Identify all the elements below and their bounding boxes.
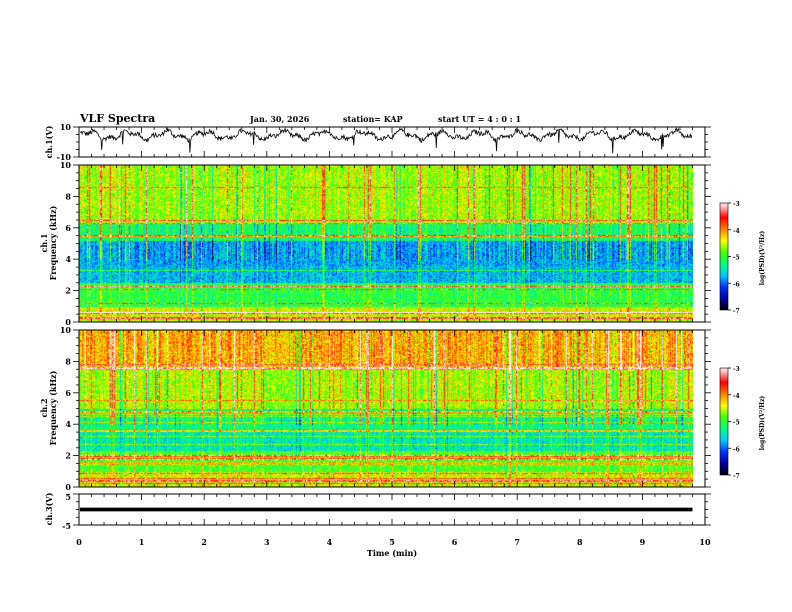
- ch2-spec-ytick-label: 8: [65, 356, 71, 366]
- ch1-spec-ytick-label: 4: [65, 254, 71, 264]
- ch2-spec-frame: [78, 329, 706, 488]
- x-tick-label: 1: [139, 537, 145, 547]
- ch2-colorbar-tick-label: -4: [733, 393, 740, 400]
- x-tick-label: 2: [201, 537, 207, 547]
- x-tick-label: 8: [577, 537, 583, 547]
- ch1-colorbar-tick-label: -5: [733, 255, 740, 262]
- ch3-waveform-band: [80, 507, 693, 512]
- x-tick-label: 5: [389, 537, 395, 547]
- ch1-colorbar: [720, 203, 728, 310]
- ch1-waveform-line: [79, 127, 693, 154]
- ch1-colorbar-tick-label: -7: [733, 308, 740, 315]
- x-tick-label: 6: [452, 537, 458, 547]
- ch1-spec-ylabel-1: ch.1: [39, 233, 49, 252]
- ch2-spectrogram-image: [79, 330, 693, 487]
- ch1-colorbar-label: log(PSD)(V²/Hz): [759, 231, 766, 286]
- x-tick-label: 3: [264, 537, 270, 547]
- ch2-spec-ytick-label: 2: [65, 451, 71, 461]
- ch2-spec-ytick-label: 4: [65, 419, 71, 429]
- ch1-spec-ylabel-2: Frequency (kHz): [48, 205, 58, 280]
- ch1-spec-ytick-label: 6: [65, 223, 71, 233]
- ch1-ylabel: ch.1(V): [44, 125, 54, 158]
- x-tick-label: 0: [76, 537, 82, 547]
- ch1-spec-ytick-label: 2: [65, 286, 71, 296]
- x-tick-label: 4: [327, 537, 333, 547]
- station-label: station= KAP: [343, 114, 403, 124]
- ch2-colorbar-label: log(PSD)(V²/Hz): [759, 396, 766, 451]
- ch2-colorbar: [720, 368, 728, 475]
- ch1-colorbar-tick-label: -4: [733, 228, 740, 235]
- ch1-ytick-top: 10: [60, 122, 72, 132]
- ch2-spec-ylabel-2: Frequency (kHz): [48, 370, 58, 445]
- ch2-colorbar-tick-label: -7: [733, 473, 740, 480]
- x-tick-label: 9: [640, 537, 646, 547]
- ch2-spec-ytick-label: 6: [65, 388, 71, 398]
- ch2-colorbar-tick-label: -6: [733, 446, 740, 453]
- x-axis-label: Time (min): [367, 548, 417, 558]
- ch1-spec-ytick-label: 0: [65, 317, 71, 327]
- ch1-colorbar-tick-label: -3: [733, 201, 740, 208]
- ch2-spec-ytick-label: 0: [65, 482, 71, 492]
- ch3-ytick-top: 5: [65, 492, 71, 502]
- ch1-colorbar-tick-label: -6: [733, 281, 740, 288]
- ch2-colorbar-tick-label: -3: [733, 366, 740, 373]
- x-tick-label: 7: [514, 537, 520, 547]
- ch2-colorbar-tick-label: -5: [733, 420, 740, 427]
- ch1-spec-ytick-label: 8: [65, 191, 71, 201]
- ch1-spec-ytick-label: 10: [60, 160, 72, 170]
- x-tick-label: 10: [699, 537, 711, 547]
- ch1-spec-frame: [78, 164, 706, 323]
- date-label: Jan. 30, 2026: [250, 114, 310, 124]
- ch1-colorbar-frame: [719, 202, 729, 311]
- ch1-ytick-bottom: -10: [57, 152, 72, 162]
- ch3-ytick-bottom: -5: [62, 521, 71, 531]
- start-time-label: start UT = 4 : 0 : 1: [438, 114, 522, 124]
- chart-title: VLF Spectra: [80, 112, 156, 125]
- ch3-ylabel: ch.3(V): [44, 492, 54, 525]
- ch2-colorbar-frame: [719, 367, 729, 476]
- ch2-spec-ylabel-1: ch.2: [39, 398, 49, 417]
- ch2-spec-ytick-label: 10: [60, 325, 72, 335]
- ch1-spectrogram-image: [79, 165, 693, 322]
